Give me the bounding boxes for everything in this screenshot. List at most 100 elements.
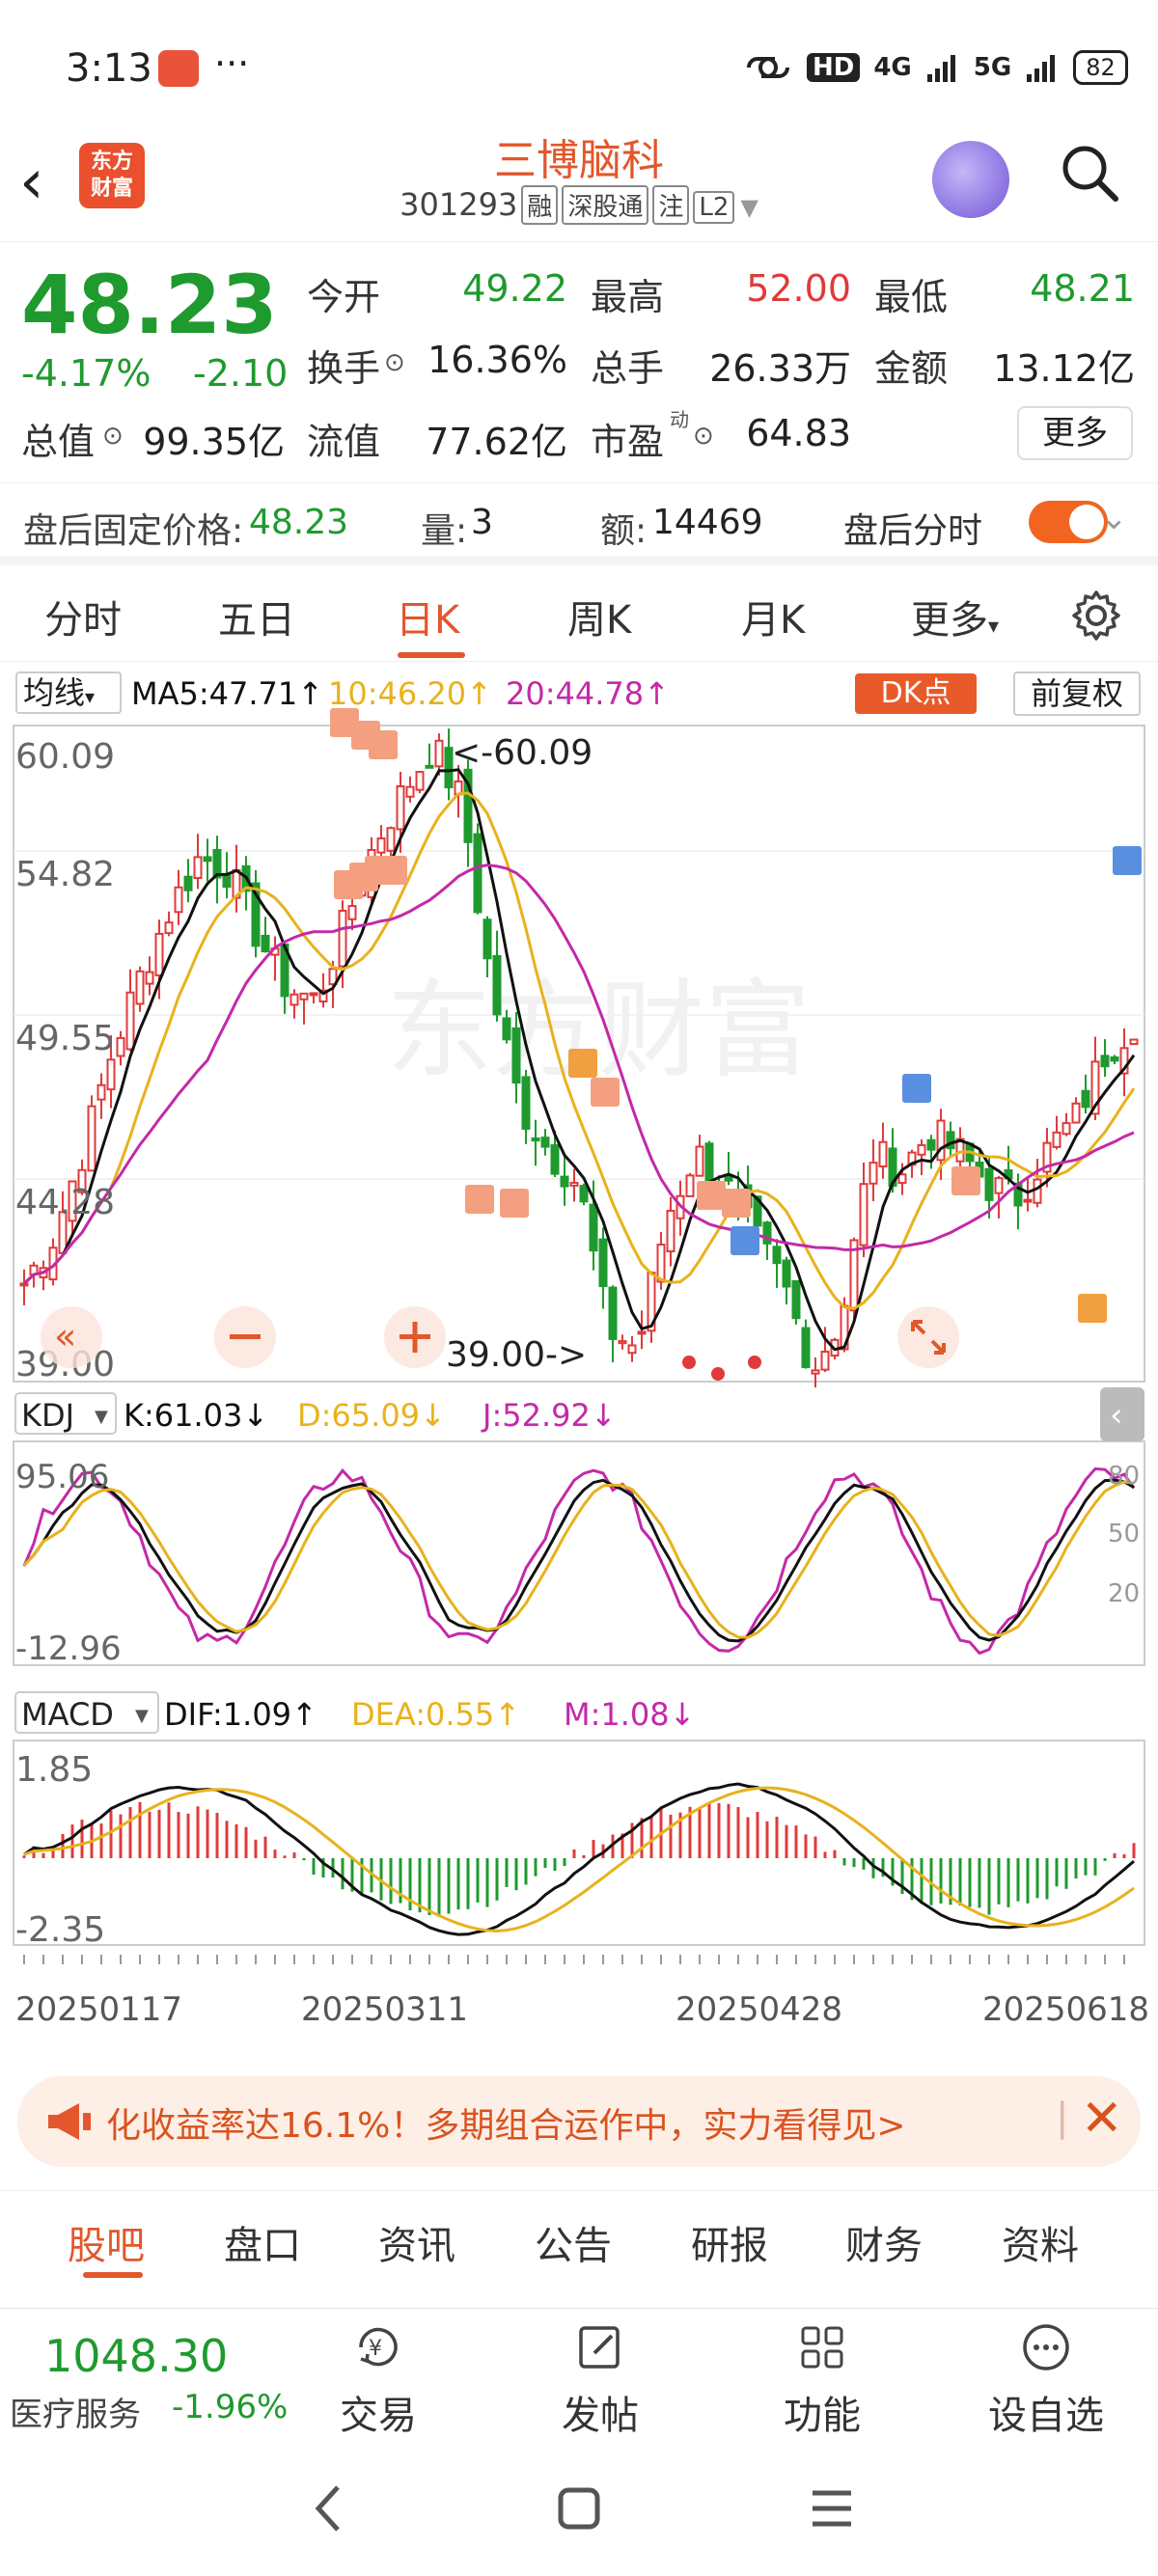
tab-announcements[interactable]: 公告 xyxy=(535,2224,612,2268)
tab-weekly-k[interactable]: 周K xyxy=(567,598,632,643)
promo-banner[interactable]: 化收益率达16.1%！多期组合运作中，实力看得见> | ✕ xyxy=(17,2076,1141,2167)
candle-body xyxy=(666,1210,676,1253)
sector-index-value[interactable]: 1048.30 xyxy=(44,2330,229,2382)
scroll-left-icon[interactable] xyxy=(41,1306,102,1368)
tab-orderbook[interactable]: 盘口 xyxy=(224,2224,301,2268)
add-watchlist-button[interactable]: 设自选 xyxy=(979,2318,1114,2440)
after-hours-qty: 3 xyxy=(471,503,493,542)
kdj-j: J:52.92↓ xyxy=(481,1397,617,1434)
post-button[interactable]: 发帖 xyxy=(533,2318,668,2440)
ma20-label: 20:44.78↑ xyxy=(506,675,670,712)
candle-body xyxy=(589,1203,598,1252)
candle-body xyxy=(598,1238,608,1288)
tab-research[interactable]: 研报 xyxy=(691,2224,768,2268)
candle-body xyxy=(19,1282,29,1287)
candle-body xyxy=(347,905,357,920)
candle-body xyxy=(637,1330,647,1335)
nav-back-icon[interactable] xyxy=(309,2481,347,2535)
candle-body xyxy=(859,1183,868,1247)
ma20-line xyxy=(22,863,1135,1285)
y-label-2: 54.82 xyxy=(15,855,115,894)
tab-profile[interactable]: 资料 xyxy=(1002,2224,1079,2268)
kline-chart-area[interactable]: 均线▾ MA5:47.71↑ 10:46.20↑ 20:44.78↑ DK点 前… xyxy=(0,662,1158,2061)
kdj-d: D:65.09↓ xyxy=(297,1397,446,1434)
ma10-label: 10:46.20↑ xyxy=(328,675,492,712)
trade-label: 交易 xyxy=(340,2394,417,2438)
collapse-panel-button[interactable] xyxy=(1100,1387,1144,1441)
sector-index-name[interactable]: 医疗服务 xyxy=(10,2396,141,2434)
ma10-line xyxy=(22,791,1136,1310)
search-icon[interactable] xyxy=(1058,141,1121,205)
float-value: 77.62亿 xyxy=(426,421,567,463)
candle-body xyxy=(193,856,203,880)
trade-button[interactable]: ¥ 交易 xyxy=(311,2318,446,2440)
macd-m: M:1.08↓ xyxy=(564,1696,695,1733)
candle-body xyxy=(290,993,299,1006)
indicator-select[interactable]: 均线▾ xyxy=(15,671,122,714)
candle-body xyxy=(695,1145,704,1177)
functions-button[interactable]: 功能 xyxy=(755,2318,890,2440)
candle-body xyxy=(984,1167,994,1201)
candle-body xyxy=(1081,1089,1090,1109)
tab-five-day[interactable]: 五日 xyxy=(218,598,295,643)
dk-point-button[interactable]: DK点 xyxy=(855,673,977,714)
candle-body xyxy=(318,989,328,1003)
candle-body xyxy=(897,1173,907,1185)
signal-marker xyxy=(378,856,407,885)
nav-menu-icon[interactable] xyxy=(809,2485,855,2532)
fullscreen-icon[interactable] xyxy=(897,1306,959,1368)
tab-forum[interactable]: 股吧 xyxy=(68,2224,145,2268)
settings-gear-icon[interactable] xyxy=(1069,589,1123,643)
more-button[interactable]: 更多 xyxy=(1017,406,1133,460)
info-icon[interactable]: ⊙ xyxy=(102,422,124,451)
macd-name: MACD xyxy=(21,1696,114,1733)
info-icon-2[interactable]: ⊙ xyxy=(384,348,405,377)
status-time: 3:13 xyxy=(66,46,152,91)
candle-body xyxy=(878,1140,888,1167)
candle-body xyxy=(1119,1047,1129,1075)
tab-news[interactable]: 资讯 xyxy=(378,2224,455,2268)
tab-financials[interactable]: 财务 xyxy=(845,2224,923,2268)
candle-body xyxy=(145,971,154,985)
event-dot xyxy=(748,1356,761,1369)
ma5-line xyxy=(22,768,1136,1352)
kdj-k: K:61.03↓ xyxy=(124,1397,268,1434)
candle-body xyxy=(820,1351,830,1371)
indicator-label: 均线 xyxy=(23,674,86,711)
candle-body xyxy=(396,785,405,831)
macd-select[interactable] xyxy=(14,1691,159,1734)
adjust-select[interactable]: 前复权 xyxy=(1013,671,1141,716)
market-cap-value: 99.35亿 xyxy=(143,421,285,463)
market-cap-label: 总值 xyxy=(21,421,96,463)
chevron-down-icon[interactable]: ⌄ xyxy=(1100,499,1128,537)
kdj-d-line xyxy=(22,1480,1135,1639)
candle-body xyxy=(77,1168,87,1193)
tab-monthly-k[interactable]: 月K xyxy=(741,598,806,643)
sell-marker xyxy=(902,1074,931,1103)
battery-icon: 82 xyxy=(1073,50,1128,85)
after-hours-row: 盘后固定价格: 48.23 量: 3 额: 14469 盘后分时 ⌄ xyxy=(0,482,1158,565)
candle-body xyxy=(685,1174,695,1197)
tab-daily-k[interactable]: 日K xyxy=(396,598,460,643)
after-hours-toggle[interactable] xyxy=(1029,501,1108,543)
after-hours-price-label: 盘后固定价格: xyxy=(23,511,244,551)
candle-body xyxy=(463,768,473,843)
last-price: 48.23 xyxy=(21,258,278,352)
back-arrow-icon[interactable]: ‹ xyxy=(19,147,44,218)
info-icon-3[interactable]: ⊙ xyxy=(693,422,714,451)
candle-body xyxy=(154,932,164,976)
stock-code: 301293 xyxy=(400,186,518,223)
close-icon[interactable]: ✕ xyxy=(1081,2090,1123,2148)
kdj-select[interactable] xyxy=(14,1392,117,1435)
signal-5g-icon: 5G xyxy=(973,53,1012,82)
tab-more[interactable]: 更多▾ xyxy=(911,589,999,644)
stock-header: ‹ 东方 财富 三博脑科 301293 融深股通注 L2 ▼ xyxy=(0,125,1158,241)
stock-code-row[interactable]: 301293 融深股通注 L2 ▼ xyxy=(0,185,1158,225)
robot-assistant-icon[interactable] xyxy=(932,141,1009,218)
tab-intraday[interactable]: 分时 xyxy=(44,598,122,643)
nav-home-icon[interactable] xyxy=(556,2485,602,2532)
candle-body xyxy=(444,747,454,789)
low-value: 48.21 xyxy=(1030,267,1135,310)
dropdown-icon-macd: ▼ xyxy=(135,1706,149,1726)
candle-body xyxy=(1110,1055,1119,1062)
